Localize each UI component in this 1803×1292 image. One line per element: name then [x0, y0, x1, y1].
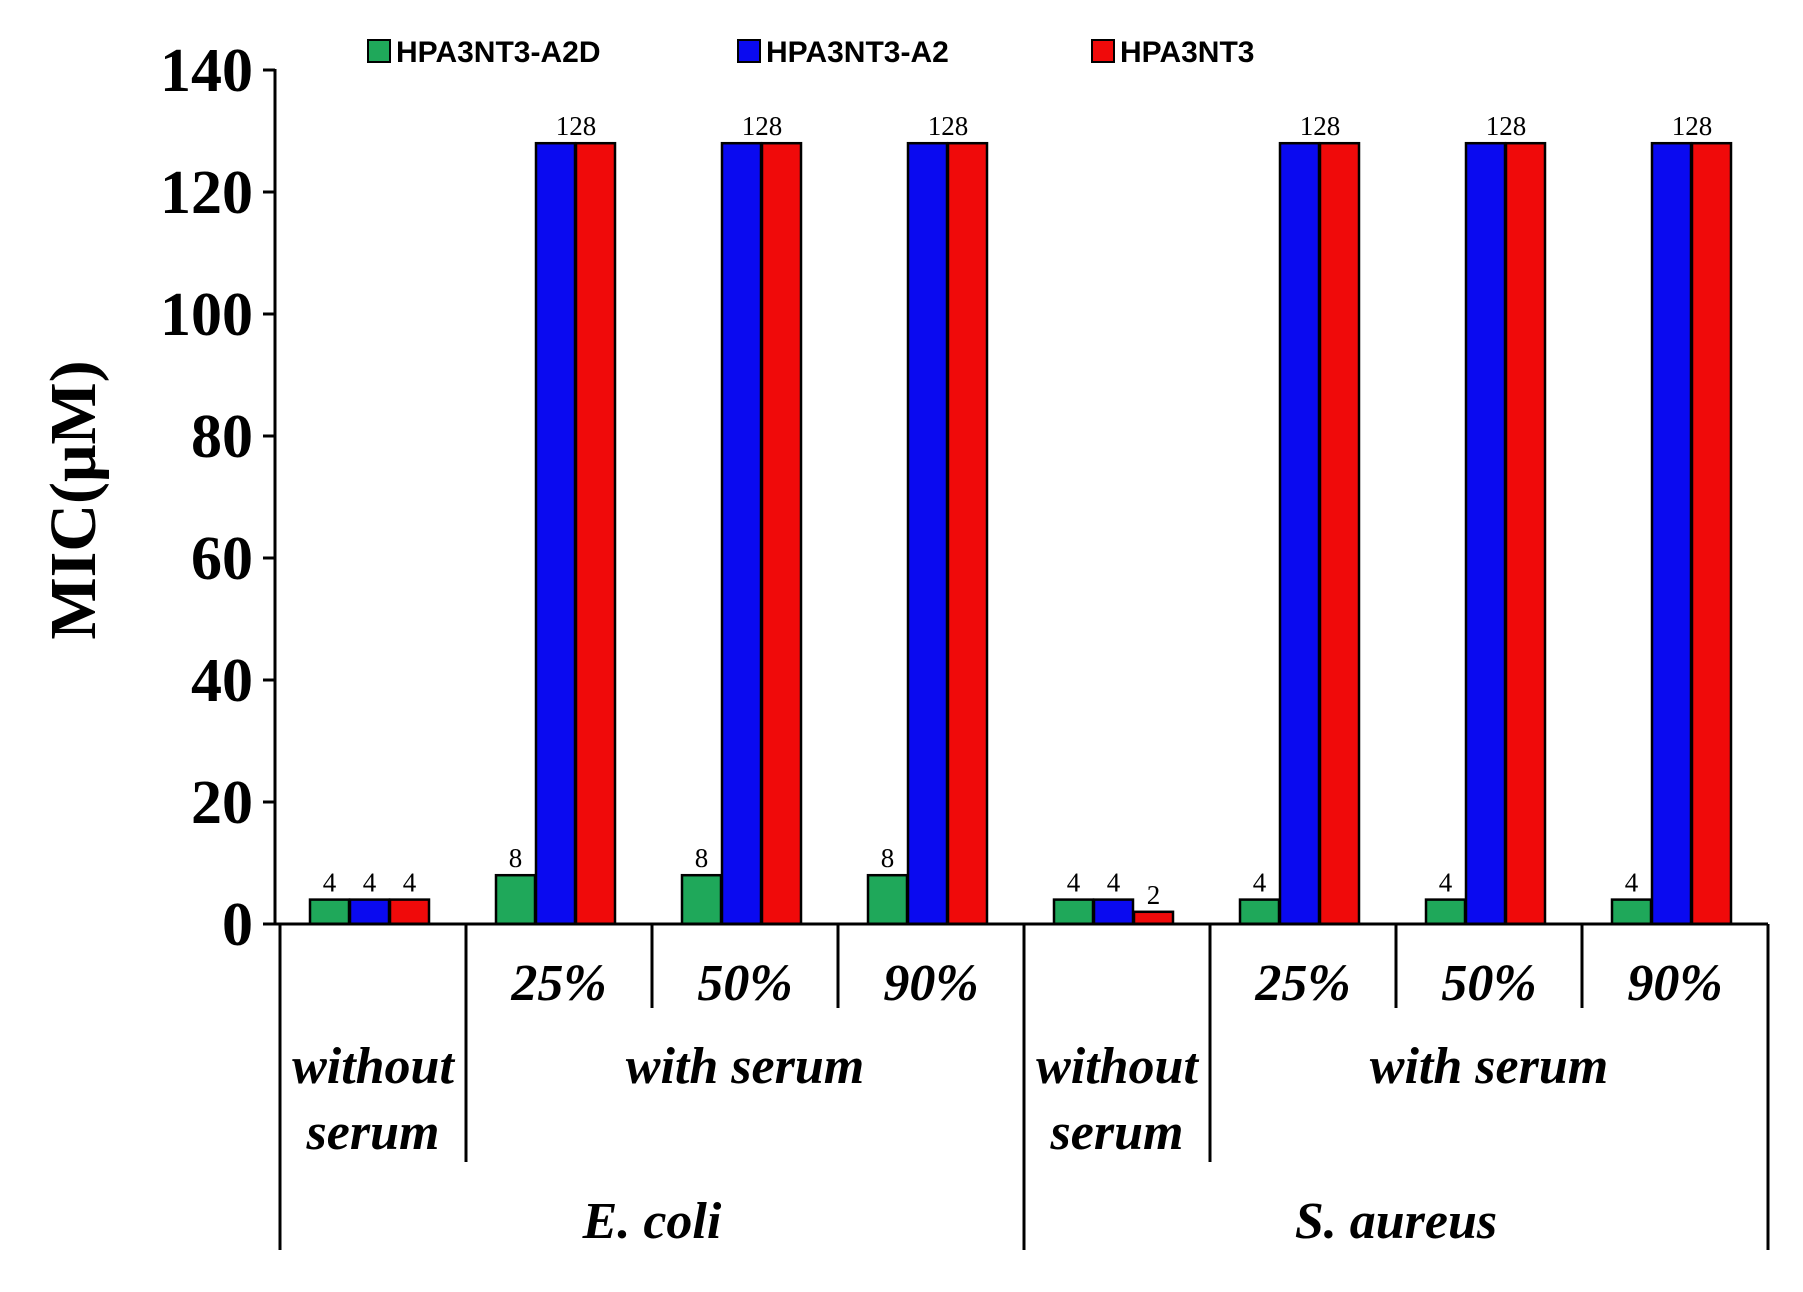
y-tick-label: 80 — [191, 403, 253, 471]
data-label: 8 — [509, 843, 523, 873]
legend-swatch — [737, 39, 761, 63]
bar-hpa3nt3-0 — [388, 898, 431, 926]
bar-hpa3nt3-a2-4 — [1092, 898, 1135, 926]
bar-hpa3nt3-3 — [946, 141, 989, 926]
y-tick-label: 140 — [160, 37, 253, 105]
data-label: 128 — [1672, 111, 1713, 141]
bar-hpa3nt3-a2d-2 — [680, 873, 723, 926]
bar-hpa3nt3-a2d-3 — [866, 873, 909, 926]
bar-hpa3nt3-a2-5 — [1278, 141, 1321, 926]
bar-hpa3nt3-a2d-4 — [1052, 898, 1095, 926]
bar-hpa3nt3-a2-6 — [1464, 141, 1507, 926]
bar-hpa3nt3-2 — [760, 141, 803, 926]
percent-label: 50% — [1441, 955, 1536, 1012]
data-label: 4 — [323, 868, 337, 898]
legend: HPA3NT3-A2D HPA3NT3-A2 HPA3NT3 — [367, 36, 1254, 69]
serum-group-label: serum — [306, 1104, 440, 1161]
data-label: 8 — [881, 843, 895, 873]
organism-label: E. coli — [582, 1193, 722, 1250]
data-label: 4 — [1625, 868, 1639, 898]
serum-group-label: without — [292, 1038, 455, 1095]
y-tick-label: 0 — [222, 891, 253, 959]
percent-label: 90% — [883, 955, 978, 1012]
legend-label: HPA3NT3-A2 — [766, 36, 949, 69]
y-axis: 0 20 40 60 80 100 120 140 — [160, 37, 277, 959]
bar-hpa3nt3-a2d-6 — [1424, 898, 1467, 926]
bar-hpa3nt3-5 — [1318, 141, 1361, 926]
organism-label: S. aureus — [1295, 1193, 1497, 1250]
data-label: 128 — [556, 111, 597, 141]
bar-hpa3nt3-1 — [574, 141, 617, 926]
serum-group-label: without — [1036, 1038, 1199, 1095]
bar-hpa3nt3-6 — [1504, 141, 1547, 926]
y-tick-label: 60 — [191, 525, 253, 593]
serum-group-label: with serum — [1370, 1038, 1608, 1095]
bar-hpa3nt3-a2-7 — [1650, 141, 1693, 926]
serum-group-label: with serum — [626, 1038, 864, 1095]
data-label: 128 — [742, 111, 783, 141]
bars — [308, 141, 1733, 926]
data-label: 128 — [928, 111, 969, 141]
data-label: 128 — [1300, 111, 1341, 141]
bar-hpa3nt3-a2-2 — [720, 141, 763, 926]
legend-swatch — [367, 39, 391, 63]
data-label: 4 — [1439, 868, 1453, 898]
data-label: 4 — [1253, 868, 1267, 898]
percent-label: 25% — [510, 955, 606, 1012]
bar-hpa3nt3-a2d-1 — [494, 873, 537, 926]
bar-hpa3nt3-a2-1 — [534, 141, 577, 926]
data-label: 4 — [1067, 868, 1081, 898]
percent-label: 90% — [1627, 955, 1722, 1012]
bar-hpa3nt3-a2d-0 — [308, 898, 351, 926]
legend-swatch — [1091, 39, 1115, 63]
bar-hpa3nt3-a2d-5 — [1238, 898, 1281, 926]
y-tick-label: 20 — [191, 769, 253, 837]
bar-hpa3nt3-a2-3 — [906, 141, 949, 926]
legend-label: HPA3NT3 — [1120, 36, 1254, 69]
bar-hpa3nt3-a2d-7 — [1610, 898, 1653, 926]
y-tick-label: 40 — [191, 647, 253, 715]
bar-hpa3nt3-a2-0 — [348, 898, 391, 926]
data-label: 2 — [1147, 880, 1161, 910]
data-label: 4 — [363, 868, 377, 898]
x-axis: 25% 50% 90% 25% 50% 90% without serum with serum… — [263, 922, 1770, 1250]
bar-hpa3nt3-4 — [1132, 910, 1175, 926]
percent-label: 50% — [697, 955, 792, 1012]
data-label: 8 — [695, 843, 709, 873]
data-label: 4 — [403, 868, 417, 898]
y-axis-title: MIC(μM) — [37, 360, 110, 639]
bar-hpa3nt3-7 — [1690, 141, 1733, 926]
percent-label: 25% — [1254, 955, 1350, 1012]
serum-group-label: serum — [1050, 1104, 1184, 1161]
data-label: 128 — [1486, 111, 1527, 141]
y-tick-label: 120 — [160, 159, 253, 227]
legend-label: HPA3NT3-A2D — [396, 36, 600, 69]
y-tick-label: 100 — [160, 281, 253, 349]
data-label: 4 — [1107, 868, 1121, 898]
